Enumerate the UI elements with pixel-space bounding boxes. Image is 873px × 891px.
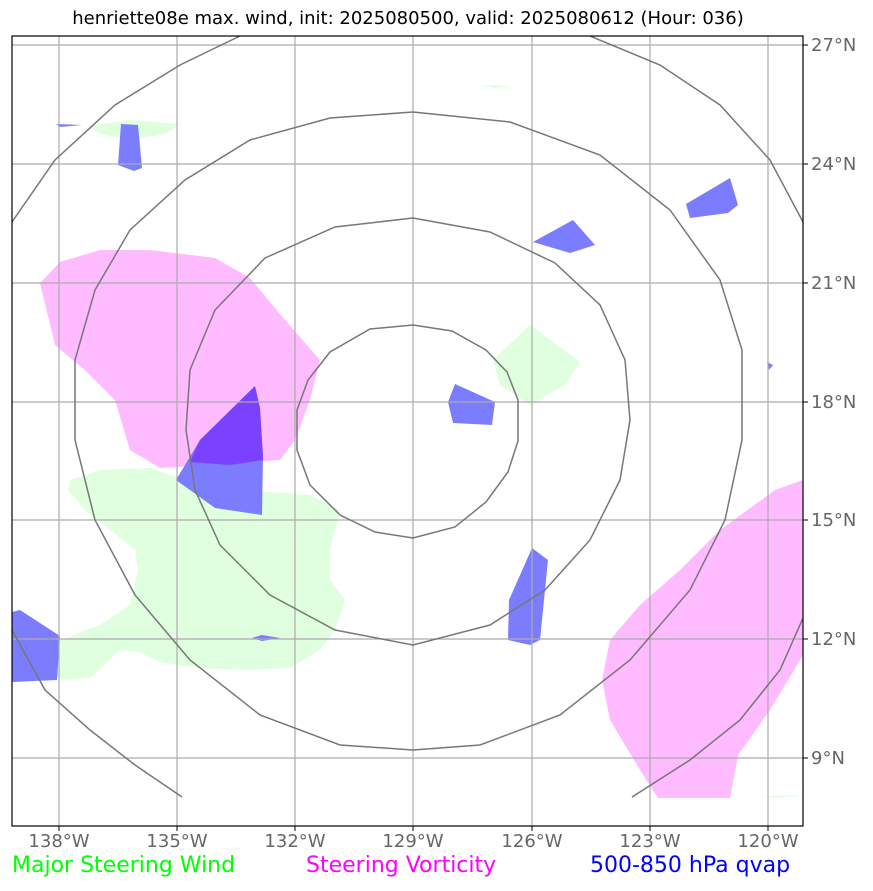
range-rings	[12, 36, 803, 798]
qvap-area-10	[12, 610, 60, 682]
lon-label-132w: 132°W	[264, 831, 326, 852]
qvap-area-1	[56, 124, 82, 127]
range-ring-1	[296, 324, 519, 539]
lat-label-27n: 27°N	[811, 35, 857, 56]
steering-wind-areas	[40, 85, 800, 798]
map-frame	[11, 35, 804, 827]
wind-area-top	[480, 85, 510, 88]
lat-label-24n: 24°N	[811, 154, 857, 175]
qvap-area-6	[448, 384, 495, 425]
range-ring-4-east	[589, 36, 803, 223]
qvap-area-4	[533, 220, 595, 253]
legend-qvap: 500-850 hPa qvap	[590, 853, 791, 878]
qvap-area-3	[686, 178, 738, 218]
map-title: henriette08e max. wind, init: 2025080500…	[72, 8, 744, 29]
legend-steering-vorticity: Steering Vorticity	[306, 853, 497, 878]
qvap-area-8	[508, 548, 548, 645]
range-ring-3	[74, 111, 743, 751]
lat-label-15n: 15°N	[811, 510, 857, 531]
lat-label-9n: 9°N	[811, 748, 845, 769]
lon-label-135w: 135°W	[146, 831, 208, 852]
qvap-vorticity-overlap	[190, 386, 263, 465]
wind-area-center-east	[493, 325, 580, 405]
lon-label-120w: 120°W	[737, 831, 799, 852]
tick-marks	[58, 44, 808, 831]
lat-label-18n: 18°N	[811, 392, 857, 413]
wind-area-main	[40, 468, 345, 680]
range-ring-4-sw	[12, 629, 183, 798]
lon-label-138w: 138°W	[28, 831, 90, 852]
lon-label-123w: 123°W	[619, 831, 681, 852]
lon-label-129w: 129°W	[382, 831, 444, 852]
range-ring-4	[12, 36, 241, 223]
gridlines	[12, 36, 803, 826]
range-ring-4-se	[631, 617, 803, 798]
qvap-area-2	[118, 124, 142, 171]
legend-steering-wind: Major Steering Wind	[12, 853, 236, 878]
lat-label-12n: 12°N	[811, 629, 857, 650]
wind-area-bottom-right	[760, 795, 800, 798]
range-ring-2	[185, 217, 631, 646]
lat-label-21n: 21°N	[811, 273, 857, 294]
lon-label-126w: 126°W	[501, 831, 563, 852]
